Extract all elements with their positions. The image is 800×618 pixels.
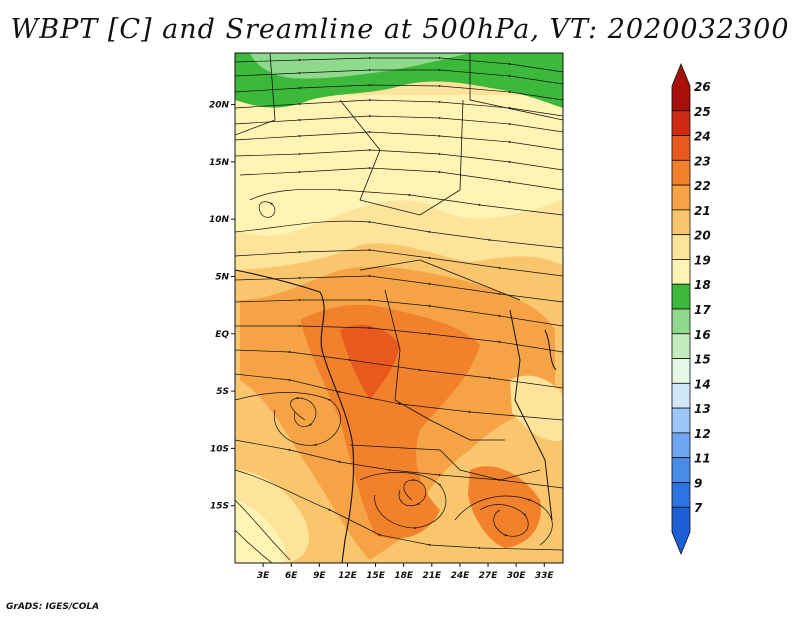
colorbar-label: 9 xyxy=(694,476,702,490)
colorbar-label: 18 xyxy=(694,278,711,292)
streamline xyxy=(235,373,563,421)
x-tick-label: 15E xyxy=(366,571,386,581)
streamline xyxy=(235,56,563,73)
streamline xyxy=(235,148,563,171)
streamline xyxy=(235,98,563,117)
x-tick-label: 9E xyxy=(313,571,326,581)
colorbar-swatch xyxy=(671,482,691,508)
chart-title: WBPT [C] and Sreamline at 500hPa, VT: 20… xyxy=(10,14,790,45)
colorbar-label: 25 xyxy=(694,105,711,119)
y-tick-label: 15N xyxy=(209,158,230,168)
y-tick-label: 20N xyxy=(209,101,230,111)
y-tick-label: 5N xyxy=(215,272,229,282)
y-tick-label: EQ xyxy=(215,330,229,340)
streamline xyxy=(235,83,563,101)
streamline xyxy=(235,220,563,249)
colorbar-label: 13 xyxy=(694,402,711,416)
field-19-20-lakes xyxy=(510,375,563,441)
colorbar-label: 15 xyxy=(694,353,711,367)
x-tick-label: 24E xyxy=(451,571,471,581)
streamline xyxy=(235,298,563,327)
x-tick-label: 33E xyxy=(535,571,555,581)
border-line xyxy=(235,53,276,136)
colorbar-swatch xyxy=(671,382,691,409)
x-tick-label: 3E xyxy=(257,571,270,581)
colorbar-label: 12 xyxy=(694,427,711,441)
colorbar-label: 17 xyxy=(694,303,711,317)
x-tick-label: 12E xyxy=(338,571,358,581)
streamline xyxy=(235,324,563,353)
streamline xyxy=(235,529,273,563)
x-tick-label: 30E xyxy=(507,571,527,581)
colorbar-swatch xyxy=(671,358,691,384)
streamline xyxy=(235,439,563,489)
streamline xyxy=(454,495,553,546)
colorbar-swatch xyxy=(671,457,691,483)
colorbar-swatch xyxy=(671,135,691,161)
lake-victoria xyxy=(544,329,557,371)
field-18-19-sw xyxy=(235,500,285,563)
colorbar-label: 7 xyxy=(694,501,703,515)
streamline xyxy=(235,499,291,561)
streamline xyxy=(239,166,563,191)
streamline xyxy=(235,392,341,447)
colorbar-label: 20 xyxy=(694,229,711,243)
x-tick-label: 6E xyxy=(285,571,298,581)
x-tick-label: 18E xyxy=(394,571,414,581)
colorbar-label: 23 xyxy=(694,154,711,168)
colorbar-swatch xyxy=(671,259,691,285)
colorbar-label: 22 xyxy=(694,179,711,193)
y-tick-label: 5S xyxy=(216,387,229,397)
colorbar-label: 14 xyxy=(694,377,711,391)
streamline xyxy=(235,349,563,389)
rift-lakes xyxy=(509,309,553,521)
streamline xyxy=(235,114,563,133)
colorbar-label: 21 xyxy=(694,204,711,218)
colorbar-swatch xyxy=(671,308,691,335)
y-tick-label: 10N xyxy=(209,215,230,225)
colorbar-label: 24 xyxy=(694,130,711,144)
streamline xyxy=(479,504,529,537)
streamline xyxy=(235,68,563,85)
colorbar-swatch xyxy=(671,333,691,359)
colorbar-swatch xyxy=(671,506,691,556)
colorbar-swatch xyxy=(671,432,691,459)
streamline xyxy=(235,130,563,151)
y-tick-label: 15S xyxy=(210,502,229,512)
colorbar-swatch xyxy=(671,159,691,186)
colorbar-swatch xyxy=(671,283,691,310)
colorbar: 26 25 24 23 22 21 20 19 18 17 16 15 14 13 12 11 9 7 xyxy=(671,62,711,556)
x-axis: 3E 6E 9E 12E 15E 18E 21E 24E 27E 30E 33E xyxy=(257,563,555,581)
colorbar-swatch xyxy=(671,234,691,260)
streamline xyxy=(235,248,563,277)
colorbar-label: 19 xyxy=(694,253,711,267)
colorbar-label: 11 xyxy=(694,452,711,466)
x-tick-label: 21E xyxy=(422,571,442,581)
colorbar-swatch xyxy=(671,62,691,112)
y-tick-label: 10S xyxy=(210,444,229,454)
credit-label: GrADS: IGES/COLA xyxy=(6,602,100,612)
colorbar-label: 26 xyxy=(694,80,711,94)
colorbar-swatch xyxy=(671,407,691,434)
colorbar-swatch xyxy=(671,209,691,236)
x-tick-label: 27E xyxy=(479,571,499,581)
plot-frame xyxy=(234,52,564,564)
map-field xyxy=(235,53,563,563)
streamline xyxy=(235,274,563,303)
streamline-eddy xyxy=(258,201,276,218)
streamline xyxy=(249,188,563,216)
colorbar-swatch xyxy=(671,110,691,136)
y-axis: 20N 15N 10N 5N EQ 5S 10S 15S xyxy=(209,101,235,512)
streamlines xyxy=(235,56,563,563)
colorbar-swatch xyxy=(671,184,691,211)
streamline xyxy=(235,469,563,551)
colorbar-label: 16 xyxy=(694,328,711,342)
